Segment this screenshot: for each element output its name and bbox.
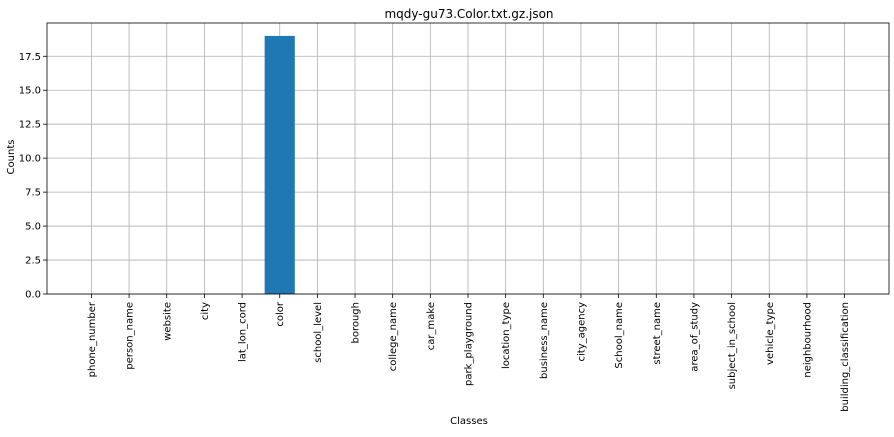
x-tick-label: website <box>162 302 173 341</box>
y-ticks: 0.0 2.5 5.0 7.5 10.0 12.5 15.0 17.5 <box>19 52 47 301</box>
y-tick-label: 15.0 <box>19 86 41 97</box>
x-tick-label: school_level <box>313 302 324 363</box>
bars <box>264 35 295 295</box>
x-tick-label: person_name <box>125 302 136 370</box>
x-tick-label: park_playground <box>464 302 475 386</box>
x-tick-label: vehicle_type <box>765 302 776 365</box>
x-tick-label: neighbourhood <box>802 302 813 378</box>
x-tick-label: phone_number <box>87 301 98 377</box>
x-tick-label: business_name <box>539 302 550 379</box>
x-tick-label: building_classification <box>840 302 851 412</box>
x-tick-label: color <box>275 301 286 327</box>
x-tick-label: area_of_study <box>689 302 700 372</box>
chart-title: mqdy-gu73.Color.txt.gz.json <box>384 7 553 21</box>
y-tick-label: 17.5 <box>19 52 41 63</box>
x-tick-label: street_name <box>652 302 663 365</box>
x-ticks: phone_number person_name website city lat_lo… <box>87 294 851 412</box>
y-tick-label: 2.5 <box>25 256 41 267</box>
bar-color <box>264 35 295 295</box>
x-tick-label: car_make <box>426 302 437 350</box>
y-tick-label: 0.0 <box>25 290 41 301</box>
x-axis-title: Classes <box>450 416 488 427</box>
x-tick-label: location_type <box>501 302 512 369</box>
y-tick-label: 7.5 <box>25 188 41 199</box>
x-tick-label: city_agency <box>576 302 587 362</box>
x-tick-label: college_name <box>388 302 399 371</box>
x-tick-label: lat_lon_cord <box>238 302 249 362</box>
y-tick-label: 12.5 <box>19 120 41 131</box>
y-axis-title: Counts <box>6 140 17 175</box>
x-tick-label: city <box>200 302 211 320</box>
grid <box>47 23 889 295</box>
x-tick-label: School_name <box>614 302 625 369</box>
y-tick-label: 5.0 <box>25 222 41 233</box>
x-tick-label: subject_in_school <box>727 302 738 389</box>
y-tick-label: 10.0 <box>19 154 41 165</box>
x-tick-label: borough <box>351 302 362 344</box>
